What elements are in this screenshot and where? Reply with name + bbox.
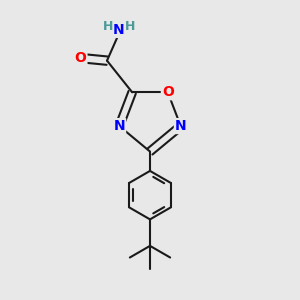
Text: O: O	[162, 85, 174, 99]
Text: O: O	[75, 51, 86, 65]
Text: H: H	[125, 20, 135, 33]
Text: N: N	[175, 119, 187, 133]
Text: H: H	[103, 20, 113, 33]
Text: N: N	[113, 23, 125, 37]
Text: N: N	[113, 119, 125, 133]
